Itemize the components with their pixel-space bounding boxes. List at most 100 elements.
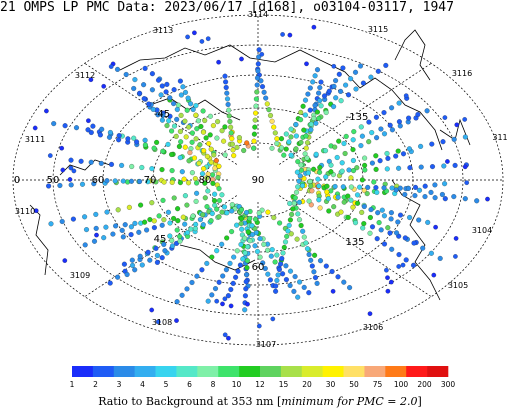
pmc-measurement-dot	[289, 211, 295, 217]
pmc-measurement-dot	[222, 152, 228, 158]
colorbar-swatch	[322, 366, 344, 377]
pmc-measurement-dot	[381, 131, 388, 137]
pmc-measurement-dot	[229, 208, 235, 214]
meridian-line	[84, 63, 237, 165]
pmc-measurement-dot	[428, 250, 434, 256]
pmc-measurement-dot	[395, 219, 401, 225]
pmc-measurement-dot	[278, 261, 284, 267]
pmc-measurement-dot	[182, 221, 188, 227]
orbit-number-label: 311	[492, 133, 507, 142]
pmc-measurement-dot	[149, 166, 155, 172]
pmc-measurement-dot	[114, 66, 121, 72]
pmc-measurement-dot	[312, 252, 318, 258]
pmc-measurement-dot	[167, 95, 173, 101]
map-labels: 3113 3114 3115 3116 311 3112 3111 3110 3109 3108 3…	[14, 10, 508, 349]
pmc-measurement-dot	[236, 135, 242, 141]
pmc-measurement-dot	[361, 203, 367, 210]
pmc-measurement-dot	[348, 175, 354, 181]
lat-70-label: 70	[144, 175, 157, 186]
pmc-measurement-dot	[303, 145, 309, 151]
pmc-measurement-dot	[161, 217, 167, 223]
colorbar-swatch	[343, 366, 365, 377]
pmc-measurement-dot	[298, 109, 304, 115]
pmc-measurement-dot	[439, 191, 445, 198]
pmc-measurement-dot	[374, 236, 380, 242]
pmc-measurement-dot	[224, 96, 231, 102]
pmc-measurement-dot	[253, 96, 259, 102]
pmc-measurement-dot	[68, 182, 74, 188]
pmc-measurement-dot	[403, 257, 409, 263]
pmc-measurement-dot	[385, 225, 391, 231]
pmc-measurement-dot	[296, 217, 303, 223]
pmc-measurement-dot	[226, 107, 232, 113]
pmc-measurement-dot	[331, 204, 337, 210]
pmc-measurement-dot	[302, 151, 308, 157]
lat-80-label: 80	[199, 175, 212, 186]
lon-0-label: 0	[14, 175, 20, 186]
pmc-measurement-dot	[310, 79, 316, 85]
pmc-measurement-dot	[220, 273, 226, 279]
pmc-measurement-dot	[33, 208, 39, 214]
pmc-measurement-dot	[400, 262, 406, 268]
pmc-measurement-dot	[129, 257, 135, 263]
pmc-measurement-dot	[442, 115, 448, 120]
pmc-measurement-dot	[193, 198, 199, 204]
pmc-measurement-dot	[268, 253, 274, 259]
pmc-measurement-dot	[181, 176, 187, 182]
pmc-measurement-dot	[462, 196, 468, 202]
orbit-number-label: 3105	[448, 281, 468, 290]
pmc-measurement-dot	[305, 170, 311, 176]
pmc-measurement-dot	[205, 188, 211, 194]
pmc-measurement-dot	[388, 279, 394, 285]
colorbar-swatch	[385, 366, 407, 377]
pmc-measurement-dot	[188, 101, 194, 107]
pmc-measurement-dot	[155, 112, 161, 118]
pmc-measurement-dot	[82, 214, 88, 220]
pmc-measurement-dot	[314, 109, 320, 115]
pmc-measurement-dot	[269, 145, 275, 151]
pmc-measurement-dot	[194, 273, 200, 279]
pmc-measurement-dot	[288, 231, 294, 237]
pmc-measurement-dot	[271, 124, 277, 130]
pmc-measurement-dot	[233, 274, 239, 280]
pmc-measurement-dot	[418, 164, 424, 170]
pmc-measurement-dot	[219, 192, 225, 198]
pmc-measurement-dot	[378, 126, 384, 132]
pmc-measurement-dot	[387, 230, 393, 236]
pmc-measurement-dot	[85, 127, 91, 133]
pmc-measurement-dot	[397, 185, 403, 191]
pmc-measurement-dot	[120, 178, 126, 184]
pmc-measurement-dot	[231, 254, 237, 260]
pmc-measurement-dot	[343, 82, 349, 88]
pmc-measurement-dot	[406, 146, 412, 152]
pmc-measurement-dot	[160, 197, 166, 203]
pmc-measurement-dot	[249, 232, 256, 238]
pmc-measurement-dot	[384, 267, 389, 273]
pmc-measurement-dot	[201, 166, 207, 172]
pmc-measurement-dot	[182, 193, 188, 199]
pmc-measurement-dot	[171, 215, 177, 222]
pmc-measurement-dot	[350, 147, 356, 153]
pmc-measurement-dot	[169, 128, 175, 134]
pmc-measurement-dot	[389, 246, 395, 252]
pmc-measurement-dot	[298, 139, 304, 145]
pmc-measurement-dot	[301, 284, 307, 290]
pmc-measurement-dot	[136, 229, 142, 235]
pmc-measurement-dot	[103, 224, 109, 230]
pmc-measurement-dot	[341, 199, 347, 205]
colorbar-tick-label: 12	[255, 380, 265, 389]
pmc-measurement-dot	[230, 147, 236, 153]
pmc-measurement-dot	[195, 118, 201, 124]
pmc-measurement-dot	[396, 100, 402, 106]
pmc-measurement-dot	[280, 271, 286, 277]
pmc-measurement-dot	[59, 145, 65, 151]
pmc-measurement-dot	[192, 176, 198, 182]
pmc-measurement-dot	[283, 263, 289, 269]
pmc-measurement-dot	[345, 92, 352, 98]
pmc-measurement-dot	[442, 181, 448, 187]
pmc-measurement-dot	[242, 235, 248, 241]
pmc-measurement-dot	[431, 272, 437, 278]
colorbar-swatch	[239, 366, 261, 377]
orbit-number-label: 3115	[368, 25, 388, 34]
pmc-measurement-dot	[121, 261, 127, 267]
